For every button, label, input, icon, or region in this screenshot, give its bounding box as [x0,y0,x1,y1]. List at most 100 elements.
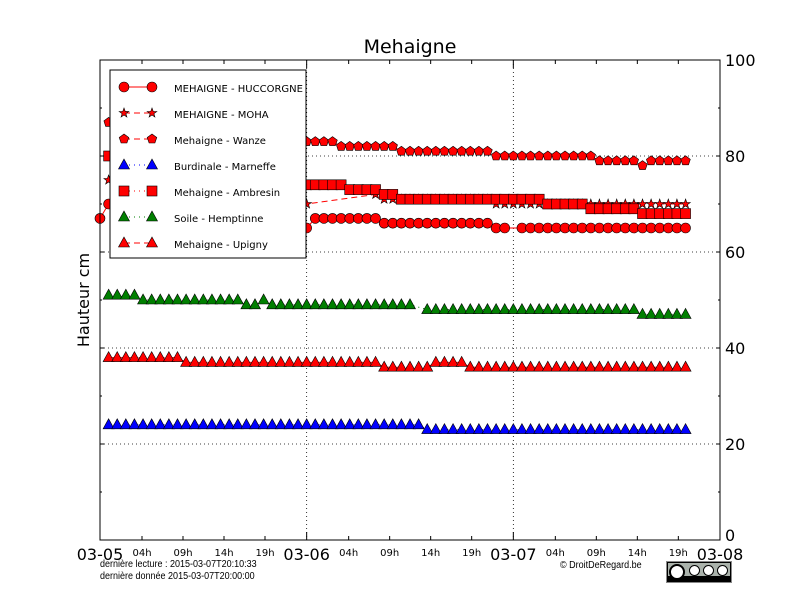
data-point [403,360,417,372]
y-tick-label: 40 [725,339,745,358]
data-point [584,302,597,314]
data-point [550,422,563,434]
data-point [214,355,227,367]
data-point [378,298,391,310]
data-point [154,293,167,305]
data-point [525,150,536,161]
data-point [171,418,184,430]
data-point [283,418,296,430]
data-point [542,150,553,161]
data-point [317,298,330,310]
x-major-tick-label: 03-07 [490,545,537,564]
data-point [257,418,270,430]
data-point [576,360,589,372]
data-point [309,355,322,367]
data-point [404,145,416,156]
data-point [455,422,468,434]
data-point [223,355,236,367]
by-icon [689,565,700,576]
data-point [361,141,373,151]
data-point [516,150,528,161]
data-point [111,288,124,300]
data-point [162,350,175,362]
data-point [662,360,675,372]
legend-item: Mehaigne - Ambresin [118,185,280,199]
data-point [344,141,355,151]
data-point [317,355,330,367]
data-point [637,160,648,170]
data-point [248,298,262,310]
data-point [447,302,460,314]
legend-marker [117,158,131,170]
data-point [248,418,262,430]
data-point [343,418,356,430]
data-point [550,360,563,372]
data-point [386,418,399,430]
data-point [610,302,623,314]
data-point [524,302,537,314]
y-tick-label: 60 [725,243,745,262]
legend-item: Burdinale - Marneffe [117,158,276,173]
data-point [567,360,580,372]
cc-icon [669,564,685,580]
data-point [627,360,640,372]
series-soile-hemptinne [102,288,692,319]
data-point [465,145,476,156]
data-point [636,422,649,434]
data-point [403,418,417,430]
data-point [584,360,597,372]
data-point [403,298,417,310]
data-point [508,150,519,161]
legend: MEHAIGNE - HUCCORGNE MEHAIGNE - MOHA Mehai… [109,69,307,259]
legend-marker [146,133,158,144]
cc-license-badge[interactable] [666,561,732,583]
data-point [421,360,434,372]
data-point [567,422,580,434]
data-point [558,422,572,434]
data-point [576,302,589,314]
data-point [309,418,322,430]
data-point [283,298,296,310]
data-point [594,155,605,166]
data-point [498,422,511,434]
legend-box [109,69,307,259]
data-point [533,422,546,434]
data-point [205,293,218,305]
data-point [188,293,201,305]
data-point [663,155,674,166]
copyright-text: © DroitDeRegard.be [560,560,642,571]
data-point [491,150,502,161]
data-point [646,155,657,166]
data-point [370,141,381,151]
data-point [602,302,615,314]
data-point [266,355,279,367]
y-tick-label: 0 [725,526,735,545]
data-point [611,155,622,166]
data-point [533,360,546,372]
y-tick-label: 20 [725,435,745,454]
x-major-tick-label: 03-06 [283,545,330,564]
data-point [541,302,554,314]
legend-item: Mehaigne - Upigny [117,236,268,251]
x-minor-tick-label: 19h [255,548,274,559]
data-point [360,298,373,310]
data-point [326,298,339,310]
x-minor-tick-label: 14h [214,548,233,559]
data-point [317,418,330,430]
data-point [447,422,460,434]
data-point [274,355,287,367]
data-point [343,355,356,367]
data-point [292,298,305,310]
data-point [369,298,382,310]
data-point [524,422,537,434]
data-point [593,360,606,372]
data-point [231,355,244,367]
data-point [180,355,193,367]
data-point [636,307,649,319]
data-point [379,141,390,151]
data-point [670,422,683,434]
data-point [240,298,253,310]
series-line [108,121,686,167]
legend-marker [146,185,158,197]
